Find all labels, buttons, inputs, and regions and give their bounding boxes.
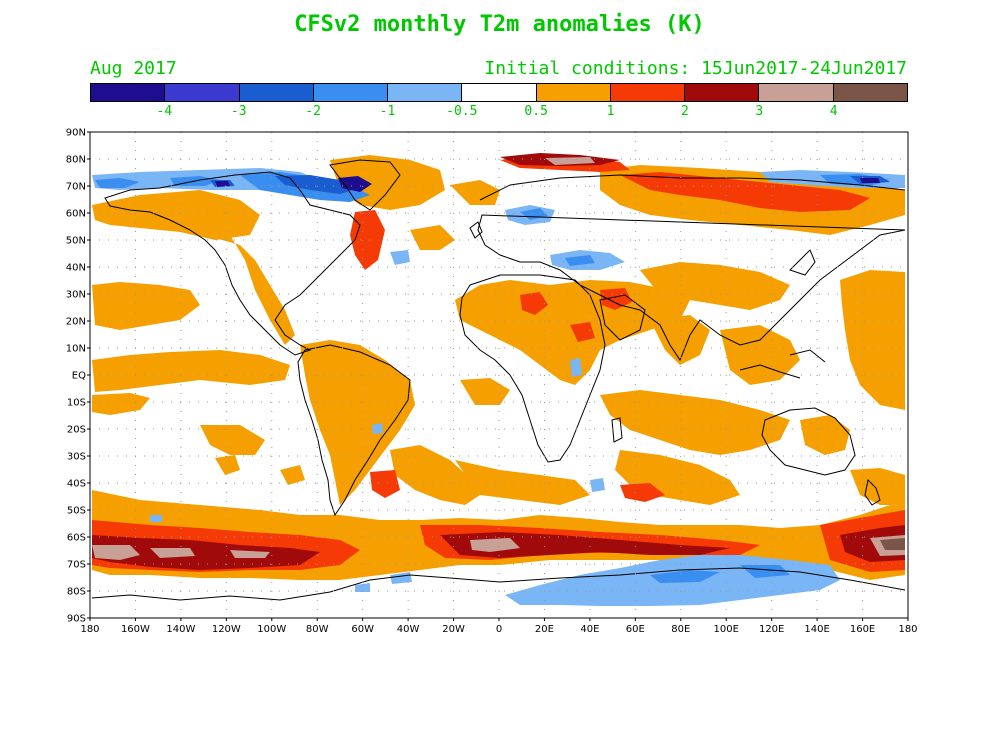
colorbar-tick-label: 3 xyxy=(755,104,764,119)
grid xyxy=(90,132,908,618)
longitude-label: 100W xyxy=(257,624,286,635)
colorbar-tick-label: 4 xyxy=(829,104,838,119)
latitude-label: 50S xyxy=(67,506,86,517)
colorbar-swatch xyxy=(759,84,834,101)
longitude-label: 0 xyxy=(496,624,502,635)
colorbar-tick-label: 1 xyxy=(606,104,615,119)
latitude-label: 90N xyxy=(66,128,86,139)
latitude-labels: 90N 80N 70N 60N 50N 40N 30N 20N 10N EQ 10S 20S 30S 40… xyxy=(66,128,90,625)
colorbar-tick-label: 2 xyxy=(680,104,689,119)
latitude-label: 30N xyxy=(66,290,86,301)
darkred-anomaly-regions xyxy=(92,153,905,570)
longitude-label: 40W xyxy=(397,624,420,635)
latitude-label: 20S xyxy=(67,425,86,436)
longitude-label: 120W xyxy=(212,624,241,635)
latitude-label: 30S xyxy=(67,452,86,463)
longitude-label: 160E xyxy=(850,624,875,635)
latitude-label: 40N xyxy=(66,263,86,274)
longitude-label: 140E xyxy=(804,624,829,635)
longitude-label: 140W xyxy=(166,624,195,635)
colorbar-swatch xyxy=(313,84,389,101)
coastlines xyxy=(91,159,906,601)
colorbar-swatch xyxy=(536,84,611,101)
colorbar-swatch xyxy=(462,84,537,101)
colorbar-tick-label: -1 xyxy=(379,104,396,119)
brown-anomaly-regions xyxy=(880,538,905,550)
colorbar-swatch xyxy=(239,84,314,101)
latitude-label: 60N xyxy=(66,209,86,220)
latitude-label: 40S xyxy=(67,479,86,490)
latitude-label: 10S xyxy=(67,398,86,409)
colorbar-swatch xyxy=(165,84,240,101)
colorbar-tick-label: -4 xyxy=(156,104,173,119)
orange-anomaly-regions xyxy=(92,155,905,580)
latitude-label: 60S xyxy=(67,533,86,544)
latitude-label: 80N xyxy=(66,155,86,166)
longitude-label: 40E xyxy=(580,624,599,635)
colorbar-tick-label: -0.5 xyxy=(446,104,478,119)
colorbar-swatch xyxy=(833,84,907,101)
longitude-label: 180 xyxy=(80,624,99,635)
colorbar-tick-label: 0.5 xyxy=(524,104,548,119)
chart-title: CFSv2 monthly T2m anomalies (K) xyxy=(294,12,705,37)
latitude-label: 90S xyxy=(67,614,86,625)
colorbar-tick-label: -2 xyxy=(305,104,321,119)
longitude-label: 80W xyxy=(306,624,329,635)
latitude-label: 70S xyxy=(67,560,86,571)
anomaly-fields xyxy=(92,153,905,606)
valid-month: Aug 2017 xyxy=(90,58,177,79)
latitude-label: EQ xyxy=(72,371,86,382)
longitude-label: 60W xyxy=(351,624,374,635)
latitude-label: 20N xyxy=(66,317,86,328)
colorbar-swatch xyxy=(685,84,760,101)
longitude-label: 120E xyxy=(759,624,784,635)
longitude-label: 80E xyxy=(671,624,690,635)
colorbar-swatch xyxy=(610,84,686,101)
colorbar xyxy=(90,83,908,102)
longitude-label: 20E xyxy=(535,624,554,635)
longitude-labels: 180 160W 140W 120W 100W 80W 60W 40W 20W 0 20E 40E 60… xyxy=(80,618,918,635)
colorbar-labels: -4 -3 -2 -1 -0.5 0.5 1 2 3 4 xyxy=(0,104,999,120)
latitude-label: 70N xyxy=(66,182,86,193)
colorbar-swatch xyxy=(91,84,166,101)
longitude-label: 100E xyxy=(714,624,739,635)
longitude-label: 160W xyxy=(121,624,150,635)
longitude-label: 60E xyxy=(626,624,645,635)
colorbar-swatch xyxy=(388,84,463,101)
latitude-label: 50N xyxy=(66,236,86,247)
latitude-label: 10N xyxy=(66,344,86,355)
initial-conditions: Initial conditions: 15Jun2017-24Jun2017 xyxy=(484,58,907,79)
longitude-label: 20W xyxy=(442,624,465,635)
colorbar-tick-label: -3 xyxy=(230,104,247,119)
latitude-label: 80S xyxy=(67,587,86,598)
longitude-label: 180 xyxy=(898,624,917,635)
